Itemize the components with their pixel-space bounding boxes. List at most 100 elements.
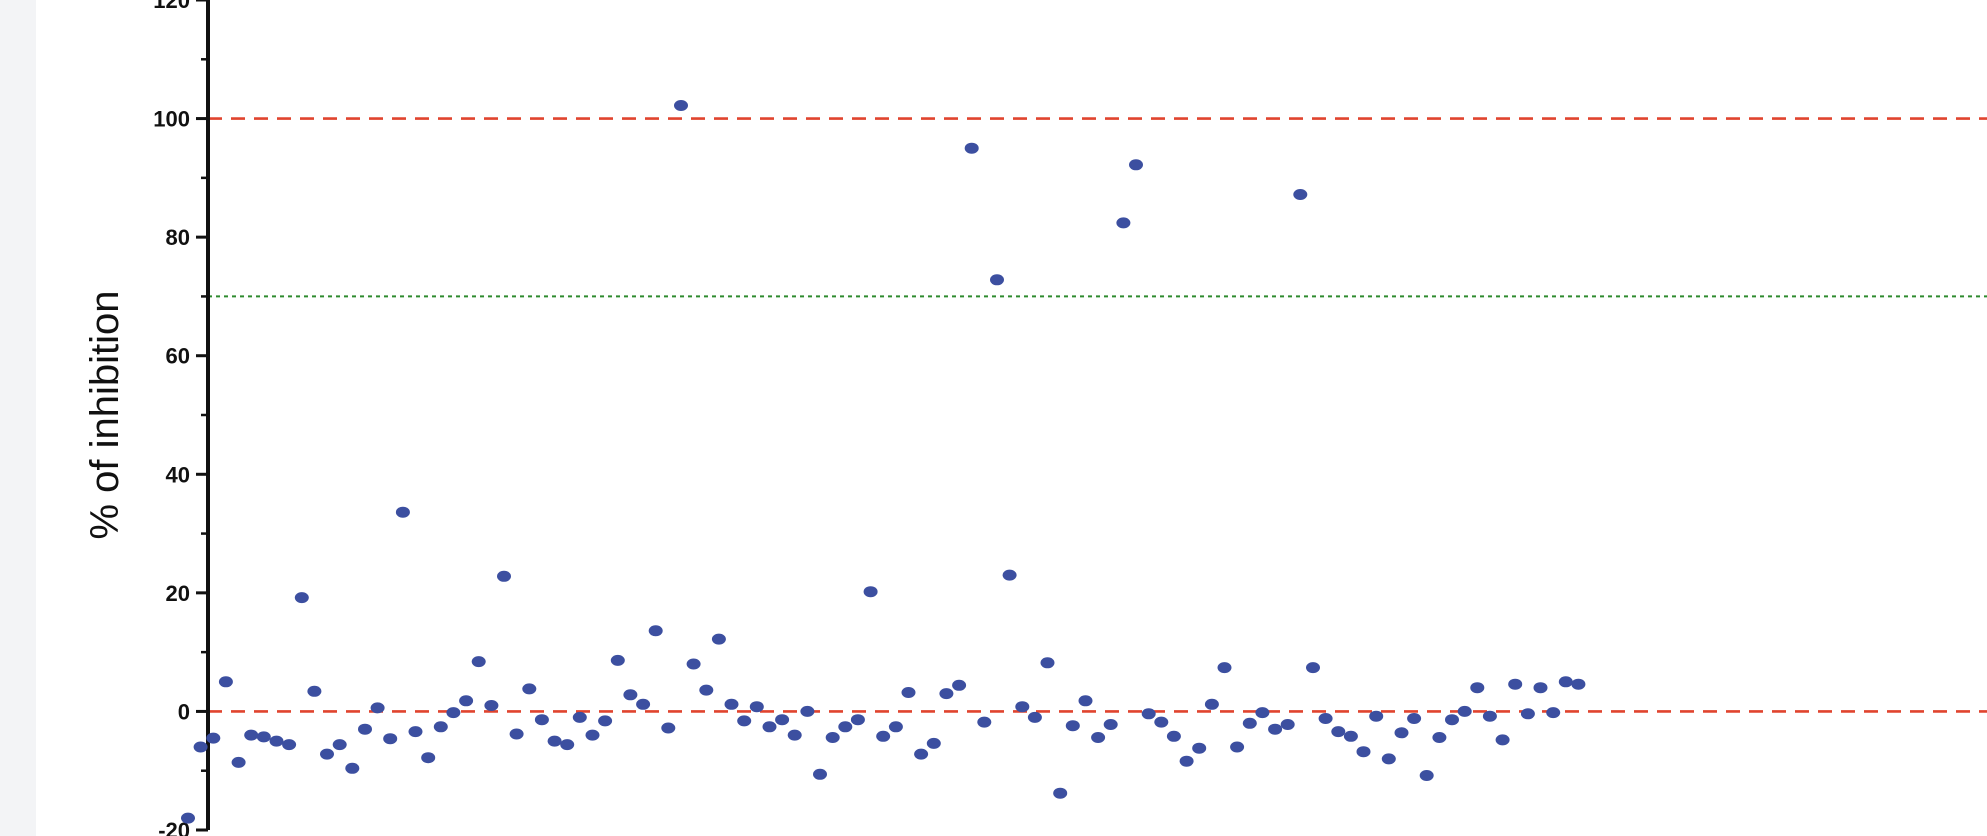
data-point xyxy=(1242,717,1257,729)
data-point xyxy=(1293,189,1308,200)
data-point xyxy=(661,722,676,734)
data-point xyxy=(1457,705,1472,717)
y-tick-label: -20 xyxy=(158,818,190,836)
data-point xyxy=(850,714,865,726)
data-point xyxy=(1343,730,1358,742)
data-point xyxy=(1065,720,1080,732)
data-point xyxy=(1331,726,1346,738)
data-points xyxy=(181,100,1586,824)
data-point xyxy=(269,735,284,747)
data-point xyxy=(282,739,297,751)
data-point xyxy=(421,752,436,764)
data-point xyxy=(1141,708,1156,720)
data-point xyxy=(939,688,954,700)
data-point xyxy=(686,658,701,670)
data-point xyxy=(699,684,714,696)
y-tick-label: 100 xyxy=(153,107,190,132)
data-point xyxy=(775,714,790,726)
data-point xyxy=(1470,682,1485,694)
data-point xyxy=(1179,755,1194,767)
data-point xyxy=(1166,730,1181,742)
data-point xyxy=(206,732,221,744)
data-point xyxy=(459,695,474,707)
data-point xyxy=(914,748,929,760)
data-point xyxy=(509,728,524,740)
data-point xyxy=(800,705,815,717)
data-point xyxy=(1268,723,1283,735)
data-point xyxy=(1091,732,1106,743)
data-point xyxy=(787,729,802,741)
left-margin-strip xyxy=(0,0,36,836)
data-point xyxy=(1381,753,1396,765)
data-point xyxy=(484,700,499,711)
data-point xyxy=(294,592,309,604)
data-point xyxy=(1432,732,1447,743)
data-point xyxy=(964,142,979,154)
data-point xyxy=(863,586,878,598)
data-point xyxy=(1445,714,1459,726)
data-point xyxy=(674,100,688,111)
data-point xyxy=(1419,770,1434,781)
data-point xyxy=(193,741,208,753)
data-point xyxy=(218,676,233,688)
data-point xyxy=(1103,719,1118,730)
data-point xyxy=(534,714,549,726)
data-point xyxy=(977,716,992,728)
data-point xyxy=(408,726,423,738)
data-point xyxy=(446,707,461,719)
data-point xyxy=(320,748,334,760)
data-point xyxy=(560,739,575,751)
data-point xyxy=(1015,701,1030,713)
data-point xyxy=(1217,662,1232,674)
data-point xyxy=(1192,742,1207,754)
y-tick-label: 120 xyxy=(153,0,190,13)
data-point xyxy=(1053,787,1068,799)
y-tick-label: 60 xyxy=(166,344,190,369)
data-point xyxy=(1508,678,1523,690)
data-point xyxy=(1495,734,1510,746)
data-point xyxy=(1546,707,1561,719)
data-point xyxy=(231,756,246,768)
data-point xyxy=(1027,711,1042,723)
data-point xyxy=(1280,719,1295,730)
data-point xyxy=(585,729,600,741)
data-point xyxy=(307,685,322,697)
data-point xyxy=(395,506,410,518)
data-point xyxy=(522,683,537,695)
data-point xyxy=(1558,676,1573,688)
y-axis-ticks: -20 0 20 40 60 80 100 120 xyxy=(153,0,208,836)
data-point xyxy=(1154,716,1169,728)
data-point xyxy=(181,812,195,824)
data-point xyxy=(737,715,752,727)
y-tick-label: 40 xyxy=(166,462,190,487)
data-point xyxy=(1318,713,1333,724)
data-point xyxy=(572,711,587,723)
data-point xyxy=(825,732,840,743)
data-point xyxy=(838,721,853,733)
data-point xyxy=(876,730,891,742)
data-point xyxy=(547,735,562,747)
data-point xyxy=(1255,707,1270,719)
data-point xyxy=(952,679,967,691)
data-point xyxy=(1204,698,1219,710)
data-point xyxy=(345,762,360,774)
data-point xyxy=(1394,727,1409,739)
data-point xyxy=(383,733,398,745)
data-point xyxy=(433,721,448,733)
data-point xyxy=(370,702,385,714)
data-point xyxy=(762,721,777,733)
data-point xyxy=(813,768,827,780)
data-point xyxy=(1369,710,1384,722)
data-point xyxy=(1520,708,1535,720)
data-point xyxy=(610,654,625,666)
data-point xyxy=(1356,746,1371,758)
data-point xyxy=(358,723,372,735)
data-point xyxy=(256,731,271,743)
data-point xyxy=(648,625,663,637)
data-point xyxy=(749,701,764,713)
data-point xyxy=(636,698,651,710)
data-point xyxy=(724,698,739,710)
data-point xyxy=(1482,710,1497,722)
y-tick-label: 80 xyxy=(166,225,190,250)
data-point xyxy=(1078,695,1093,707)
